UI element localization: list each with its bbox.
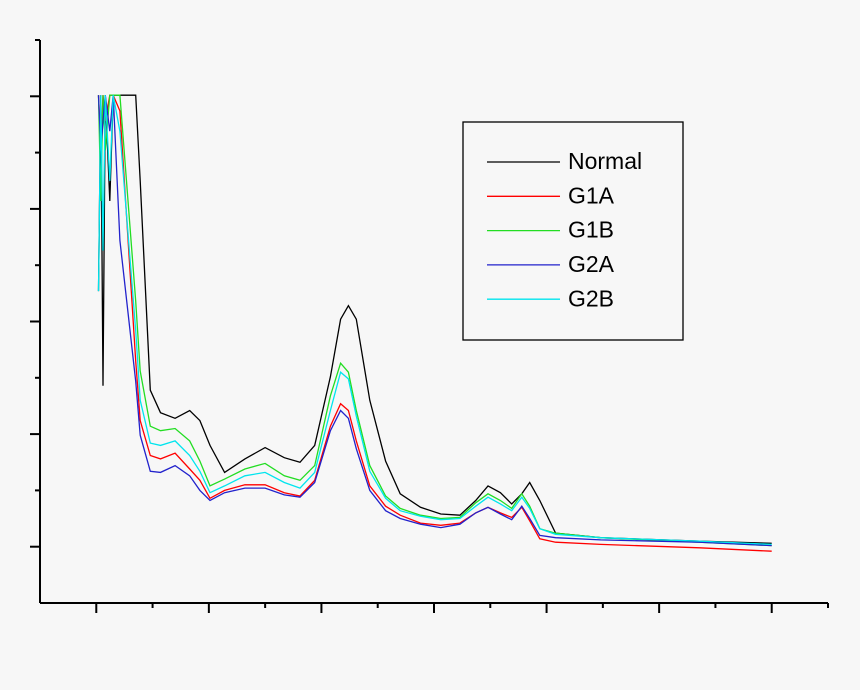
legend-label: G2A [568, 251, 615, 277]
series-line [97, 95, 772, 546]
legend-label: G2B [568, 285, 614, 311]
legend-label: Normal [568, 148, 642, 174]
series-line [97, 94, 772, 544]
legend-label: G1A [568, 182, 615, 208]
series-line [97, 94, 772, 552]
series-line [97, 95, 772, 547]
series-line [97, 94, 772, 547]
legend-label: G1B [568, 217, 614, 243]
legend-box [462, 121, 684, 341]
